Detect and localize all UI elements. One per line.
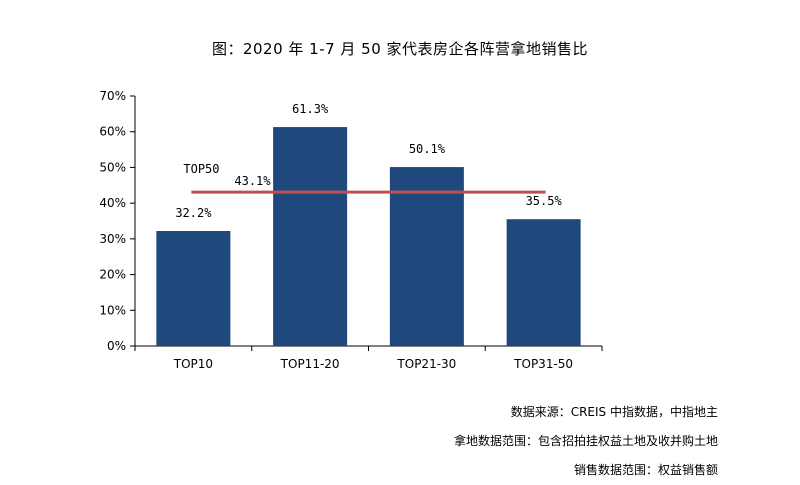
bar — [389, 167, 464, 346]
y-tick-label: 50% — [99, 160, 126, 174]
y-tick-label: 20% — [99, 268, 126, 282]
bar-value-label: 32.2% — [175, 206, 212, 220]
x-tick-label: TOP10 — [173, 357, 213, 371]
bar-chart: 0%10%20%30%40%50%60%70% TOP10 TOP11-20 TOP… — [99, 89, 603, 371]
note-data-source: 数据来源：CREIS 中指数据，中指地主 — [510, 405, 718, 419]
bar — [506, 219, 581, 346]
source-notes: 数据来源：CREIS 中指数据，中指地主 拿地数据范围：包含招拍挂权益土地及收并… — [454, 398, 718, 485]
y-axis: 0% 10% 20% 30% 40% 50% 60% 70% — [99, 89, 136, 353]
reference-line-name: TOP50 — [183, 162, 219, 176]
y-tick-label: 10% — [99, 303, 126, 317]
reference-line-value: 43.1% — [234, 174, 271, 188]
bar — [273, 127, 348, 346]
bar — [156, 231, 231, 346]
x-tick-label: TOP11-20 — [280, 357, 340, 371]
x-tick-label: TOP31-50 — [513, 357, 573, 371]
note-sales-scope: 销售数据范围：权益销售额 — [573, 463, 718, 477]
y-tick-label: 40% — [99, 196, 126, 210]
bar-value-label: 61.3% — [292, 102, 329, 116]
note-land-scope: 拿地数据范围：包含招拍挂权益土地及收并购土地 — [453, 434, 718, 448]
x-tick-label: TOP21-30 — [396, 357, 456, 371]
y-tick-label: 0% — [107, 339, 126, 353]
x-axis: TOP10 TOP11-20 TOP21-30 TOP31-50 — [134, 345, 603, 371]
chart-title: 图：2020 年 1-7 月 50 家代表房企各阵营拿地销售比 — [211, 40, 589, 58]
bar-value-label: 50.1% — [409, 142, 446, 156]
bars: 32.2% 61.3% 50.1% 35.5% — [156, 102, 581, 346]
y-tick-label: 60% — [99, 125, 126, 139]
y-tick-label: 30% — [99, 232, 126, 246]
bar-value-label: 35.5% — [526, 194, 563, 208]
y-tick-label: 70% — [99, 89, 126, 103]
reference-line-group: TOP50 43.1% — [183, 162, 546, 194]
